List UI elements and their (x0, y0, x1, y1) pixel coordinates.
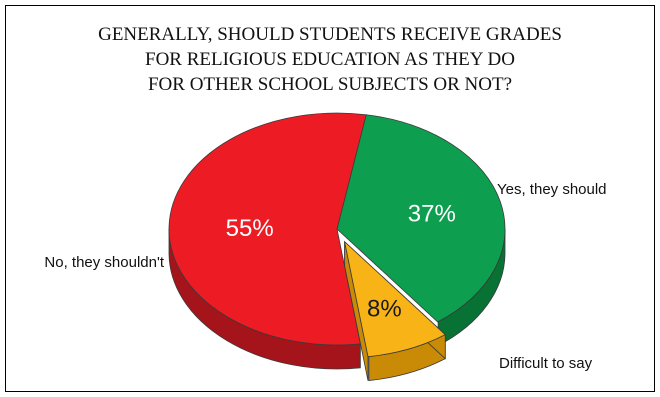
outside-label-no: No, they shouldn't (44, 254, 164, 271)
label-no: 55% (226, 215, 274, 242)
outside-label-yes: Yes, they should (497, 181, 607, 198)
label-difficult: 8% (367, 295, 402, 322)
label-yes: 37% (408, 200, 456, 227)
slice-no: 55% (169, 113, 366, 369)
outside-label-difficult: Difficult to say (499, 355, 593, 372)
